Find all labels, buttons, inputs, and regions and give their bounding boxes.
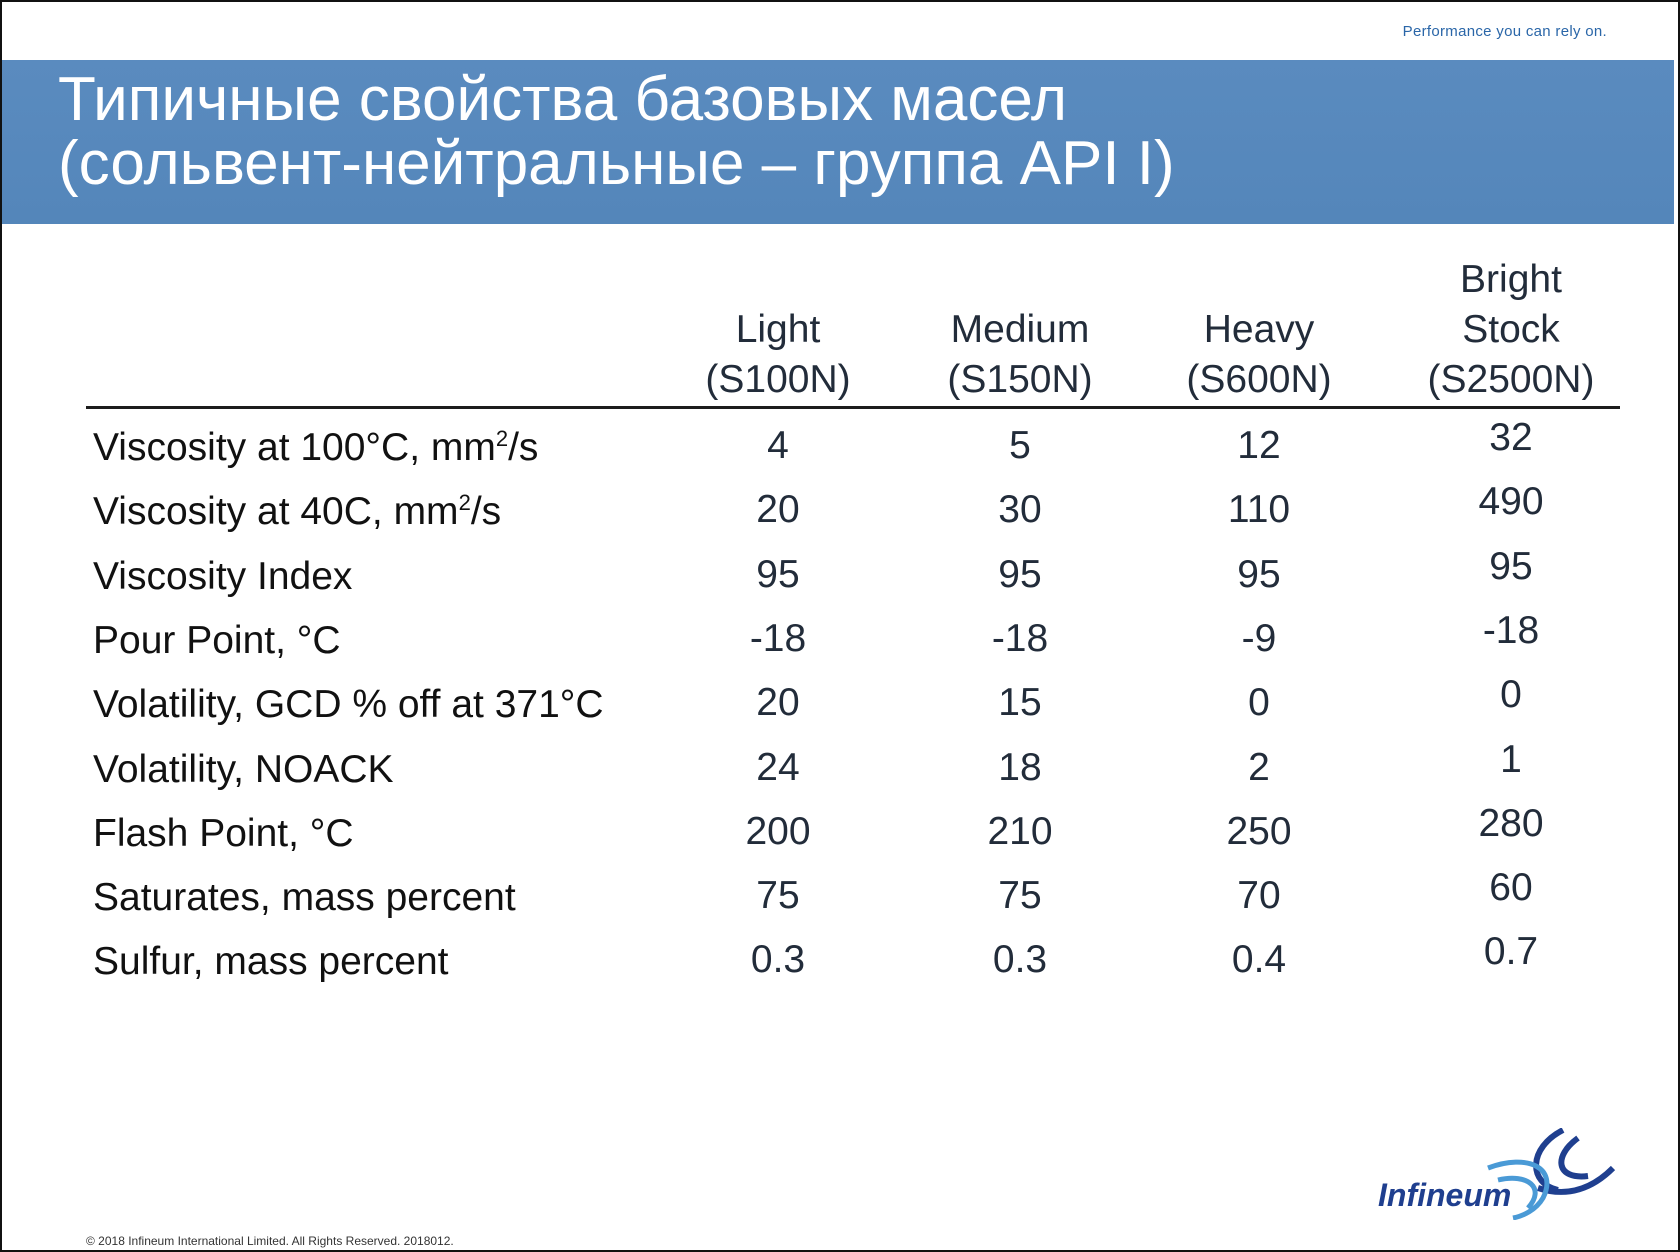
row-label-text: Sulfur, mass percent (93, 940, 449, 984)
table-cell: 110 (1227, 488, 1291, 532)
row-label-text: Volatility, NOACK (93, 747, 394, 791)
row-label: Viscosity Index (93, 555, 352, 599)
column-header-line: Light (735, 308, 821, 351)
column-header: Bright Stock (S2500N) (1391, 255, 1631, 405)
header-rule (86, 406, 1620, 409)
column-header-line: Stock (1462, 308, 1560, 351)
table-cell: 280 (1478, 801, 1544, 845)
title-band (2, 60, 1674, 224)
table-cell: 2 (1248, 745, 1270, 789)
table-cell: 0.7 (1483, 930, 1539, 974)
column-header-line: Medium (950, 308, 1090, 351)
table-cell: 30 (998, 488, 1042, 532)
table-cell: 0.3 (750, 938, 806, 982)
unit-suffix: /s (508, 426, 539, 469)
row-label: Viscosity at 40C, mm2/s (93, 490, 501, 534)
column-header-line: Bright (1460, 258, 1562, 301)
table-cell: 24 (756, 745, 800, 789)
row-label: Sulfur, mass percent (93, 940, 449, 984)
row-label-text: Viscosity at 100°C, mm (93, 426, 496, 469)
row-label-text: Viscosity Index (93, 554, 353, 598)
table-cell: 18 (998, 745, 1042, 789)
table-cell: -18 (1482, 608, 1540, 652)
unit-suffix: /s (470, 490, 502, 534)
row-label: Volatility, GCD % off at 371°C (93, 683, 604, 727)
table-cell: 200 (745, 809, 811, 853)
row-label-text: Saturates, mass percent (93, 876, 516, 920)
table-cell: 210 (987, 809, 1053, 853)
table-cell: 95 (1237, 552, 1281, 596)
table-cell: 1 (1500, 737, 1522, 781)
row-label: Viscosity at 100°C, mm2/s (93, 426, 538, 470)
superscript: 2 (495, 426, 509, 451)
table-cell: 70 (1237, 874, 1281, 918)
logo-swoosh-light (1487, 1159, 1550, 1220)
superscript: 2 (458, 490, 471, 516)
column-header: Light (S100N) (658, 305, 898, 405)
table-cell: 490 (1478, 480, 1544, 524)
table-cell: 75 (756, 874, 800, 918)
row-label-text: Pour Point, °C (93, 618, 341, 662)
table-cell: 0 (1500, 673, 1522, 717)
logo-text: Infineum (1378, 1177, 1511, 1213)
table-cell: 0.3 (992, 938, 1048, 982)
column-header: Heavy (S600N) (1139, 305, 1379, 405)
table-cell: -18 (749, 616, 807, 660)
slide-title: Типичные свойства базовых масел (сольвен… (58, 68, 1175, 196)
column-header-line: Heavy (1203, 308, 1315, 351)
row-label-text: Flash Point, °C (93, 811, 354, 855)
column-header-line: (S600N) (1186, 358, 1332, 401)
row-label-text: Volatility, GCD % off at 371°C (93, 683, 604, 727)
table-cell: 5 (1009, 424, 1031, 467)
row-label: Volatility, NOACK (93, 748, 394, 792)
row-label-text: Viscosity at 40C, mm (93, 490, 459, 534)
table-cell: 15 (998, 681, 1042, 725)
table-cell: 20 (756, 681, 800, 725)
table-cell: 60 (1489, 866, 1533, 910)
row-label: Saturates, mass percent (93, 876, 516, 920)
column-header-line: (S100N) (705, 358, 851, 401)
table-cell: 95 (998, 552, 1042, 596)
table-cell: 4 (767, 424, 789, 467)
column-header-line: (S2500N) (1427, 358, 1595, 401)
table-cell: 250 (1226, 809, 1292, 853)
table-cell: 12 (1237, 424, 1281, 467)
tagline: Performance you can rely on. (1402, 23, 1607, 40)
table-cell: 32 (1489, 416, 1533, 459)
copyright-footer: © 2018 Infineum International Limited. A… (86, 1234, 454, 1248)
row-label: Flash Point, °C (93, 812, 354, 856)
table-cell: -18 (991, 616, 1049, 660)
table-cell: 95 (1489, 544, 1533, 588)
table-cell: 75 (998, 874, 1042, 918)
title-line-1: Типичные свойства базовых масел (58, 65, 1068, 134)
table-cell: 0 (1248, 681, 1270, 725)
column-header-line: (S150N) (947, 358, 1093, 401)
table-cell: -9 (1241, 616, 1277, 660)
infineum-logo: Infineum (1378, 1128, 1616, 1220)
table-cell: 95 (756, 552, 800, 596)
row-label: Pour Point, °C (93, 619, 341, 663)
title-line-2: (сольвент-нейтральные – группа API I) (58, 129, 1175, 198)
table-cell: 0.4 (1231, 938, 1287, 982)
column-header: Medium (S150N) (900, 305, 1140, 405)
table-cell: 20 (756, 488, 800, 532)
